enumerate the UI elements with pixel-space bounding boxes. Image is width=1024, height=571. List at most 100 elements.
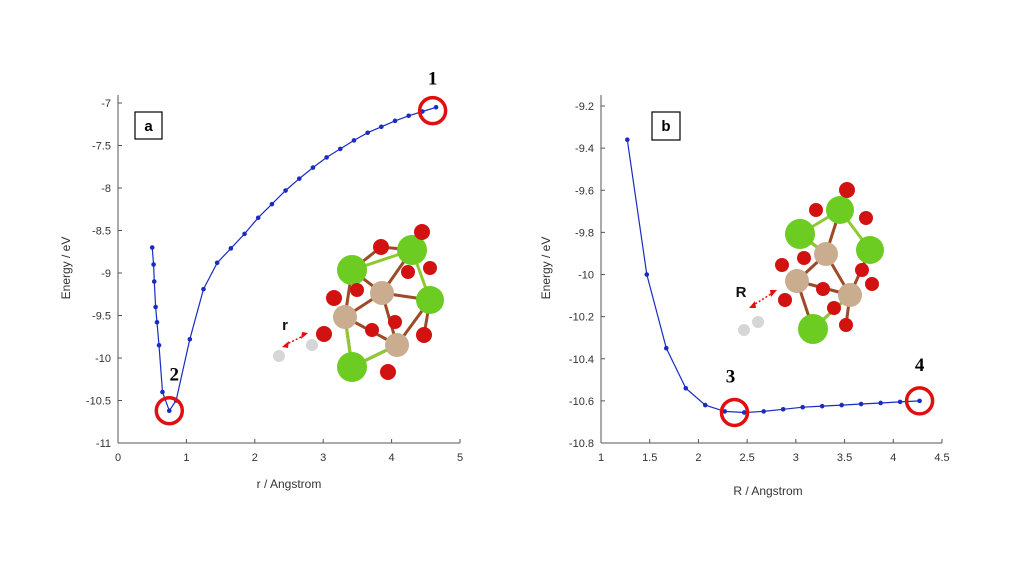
arrowhead xyxy=(282,341,289,348)
panel-label-a: a xyxy=(144,118,153,135)
green-atom xyxy=(337,255,367,285)
data-point xyxy=(156,342,162,348)
data-point xyxy=(228,246,234,251)
data-point xyxy=(644,272,650,277)
data-point xyxy=(800,404,805,410)
y-axis-title-b: Energy / eV xyxy=(539,237,553,300)
panel-label-b: b xyxy=(661,118,670,135)
y-tick-label: -9.6 xyxy=(575,185,594,197)
x-tick-label: 1 xyxy=(183,452,189,464)
y-tick-label: -10.2 xyxy=(569,312,594,324)
distance-label-a: r xyxy=(282,317,288,334)
data-point xyxy=(324,155,329,160)
x-axis-title-b: R / Angstrom xyxy=(733,484,802,498)
data-point xyxy=(878,400,883,406)
x-axis-title-a: r / Angstrom xyxy=(257,477,322,491)
green-atom xyxy=(397,235,427,265)
data-point xyxy=(269,201,275,207)
tan-atom xyxy=(785,269,809,293)
red-atom xyxy=(414,224,430,240)
panel-label-box-b xyxy=(651,111,681,141)
panel-a: a r / Angstrom Energy / eV 0 1 2 3 4 5-7-7.5-… xyxy=(59,69,463,491)
callout-label: 4 xyxy=(915,355,925,376)
panel-label-box-a xyxy=(134,111,163,140)
data-point xyxy=(153,304,158,310)
data-point xyxy=(151,262,156,267)
red-atom xyxy=(859,211,873,225)
white-atom xyxy=(738,324,750,336)
y-tick-label: -10.6 xyxy=(569,396,594,408)
data-point xyxy=(917,398,922,404)
molecule-illustration-b: R xyxy=(736,182,884,344)
series-a xyxy=(149,104,439,414)
data-point xyxy=(255,215,261,221)
white-atom xyxy=(273,350,285,362)
y-tick-label: -7 xyxy=(101,98,111,110)
callout-label: 3 xyxy=(726,366,736,387)
x-tick-label: 3 xyxy=(320,452,326,464)
red-atom xyxy=(809,203,823,217)
callout-label: 2 xyxy=(170,365,180,386)
red-atom xyxy=(388,315,402,329)
data-point xyxy=(242,231,247,237)
green-atom xyxy=(416,286,444,314)
x-tick-label: 2 xyxy=(695,452,701,464)
red-atom xyxy=(797,251,811,265)
data-point xyxy=(722,409,728,414)
data-point xyxy=(858,401,864,407)
arrowhead xyxy=(301,332,308,339)
x-tick-label: 1 xyxy=(598,452,604,464)
molecule-illustration-a: r xyxy=(273,224,444,382)
y-tick-label: -9.2 xyxy=(575,101,594,113)
y-tick-label: -10.5 xyxy=(86,396,111,408)
red-atom xyxy=(416,327,432,343)
data-point xyxy=(683,385,689,391)
data-point xyxy=(154,320,160,325)
data-point xyxy=(663,345,669,351)
data-point xyxy=(214,260,220,266)
y-tick-label: -10.4 xyxy=(569,354,594,366)
ticks-b: 1 1.5 2 2.5 3 3.5 4 4.5 -9.2 -9.4 -9.6 -9.8 -10 -10.2… xyxy=(569,101,950,464)
red-atom xyxy=(839,318,853,332)
x-tick-label: 3 xyxy=(793,452,799,464)
y-tick-label: -11 xyxy=(96,438,111,450)
red-atom xyxy=(365,323,379,337)
annotations-b: 34 xyxy=(719,355,935,428)
data-point xyxy=(167,408,172,414)
data-point xyxy=(149,245,155,250)
ticks-a: 0 1 2 3 4 5 -7 -7.5 -8 -8.5 -9 -9.5 -10 -10.5 -11 xyxy=(86,98,463,464)
red-atom xyxy=(423,261,437,275)
arrowhead xyxy=(749,301,756,308)
x-tick-label: 4 xyxy=(890,452,896,464)
red-atom xyxy=(816,282,830,296)
y-tick-label: -10.8 xyxy=(569,438,594,450)
y-tick-label: -9.4 xyxy=(575,143,594,155)
red-atom xyxy=(350,283,364,297)
white-atom xyxy=(752,316,764,328)
x-tick-label: 4 xyxy=(389,452,395,464)
red-atom xyxy=(316,326,332,342)
data-point xyxy=(392,118,398,124)
green-atom xyxy=(798,314,828,344)
data-point xyxy=(365,130,370,136)
highlight-circle xyxy=(154,395,185,426)
tan-atom xyxy=(370,281,394,305)
green-atom xyxy=(826,196,854,224)
data-point xyxy=(761,409,767,414)
green-atom xyxy=(785,219,815,249)
series-line xyxy=(151,106,437,413)
x-tick-label: 3.5 xyxy=(837,452,852,464)
data-point xyxy=(160,389,165,395)
data-point xyxy=(433,104,439,110)
callout-label: 1 xyxy=(428,69,438,90)
highlight-circle xyxy=(904,386,935,416)
tan-atom xyxy=(814,242,838,266)
data-point xyxy=(741,410,747,415)
data-point xyxy=(296,176,302,181)
green-atom xyxy=(856,236,884,264)
arrowhead xyxy=(770,290,777,297)
data-point xyxy=(151,279,157,284)
white-atom xyxy=(306,339,318,351)
highlight-circle xyxy=(417,95,448,126)
